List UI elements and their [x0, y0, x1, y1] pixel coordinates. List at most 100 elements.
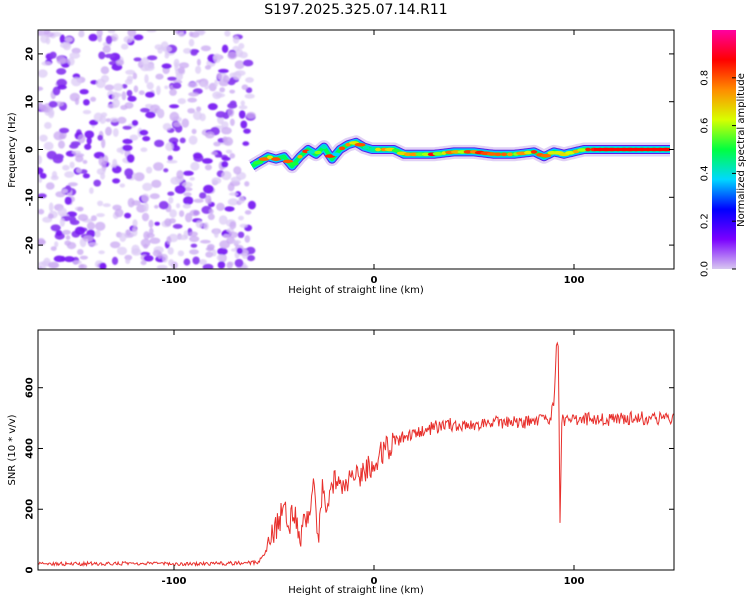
noise-speck — [77, 249, 84, 255]
noise-speck — [94, 230, 101, 238]
noise-speck — [100, 66, 110, 75]
noise-speck — [203, 222, 209, 231]
track-peak — [494, 152, 502, 157]
noise-speck — [154, 204, 159, 209]
x-tick-label: -100 — [161, 275, 186, 286]
noise-speck — [132, 72, 138, 80]
x-tick-label: 0 — [371, 275, 378, 286]
noise-speck — [145, 111, 156, 119]
noise-speck — [219, 240, 231, 249]
noise-speck — [166, 236, 172, 245]
noise-speck — [207, 213, 215, 221]
chart-title: S197.2025.325.07.14.R11 — [264, 2, 447, 18]
track-peak — [321, 145, 327, 149]
noise-speck — [82, 109, 92, 115]
noise-speck — [183, 192, 192, 197]
noise-speck — [56, 68, 67, 75]
noise-speck — [242, 141, 250, 146]
noise-speck — [214, 79, 219, 87]
noise-speck — [188, 135, 198, 145]
noise-speck — [89, 119, 99, 126]
noise-speck — [232, 35, 240, 44]
heatmap-y-ticks: -20 -10 0 10 20 — [25, 47, 674, 254]
noise-speck — [97, 200, 104, 207]
noise-speck — [244, 235, 251, 243]
noise-speck — [219, 87, 226, 93]
noise-region — [38, 30, 256, 269]
noise-speck — [79, 30, 85, 38]
noise-speck — [105, 35, 113, 45]
noise-speck — [221, 156, 231, 161]
track-peak — [324, 154, 336, 158]
noise-speck — [113, 83, 124, 91]
track-peak — [577, 148, 587, 152]
noise-speck — [140, 147, 148, 152]
noise-speck — [107, 30, 116, 34]
noise-speck — [153, 162, 164, 171]
noise-speck — [228, 231, 239, 238]
noise-speck — [188, 38, 195, 47]
noise-speck — [119, 183, 126, 188]
noise-speck — [237, 231, 245, 238]
noise-speck — [200, 239, 211, 244]
noise-speck — [57, 84, 67, 90]
noise-speck — [163, 168, 169, 173]
colorbar-bar — [712, 30, 736, 269]
noise-speck — [182, 203, 191, 209]
noise-speck — [90, 96, 97, 102]
noise-speck — [225, 149, 233, 154]
noise-speck — [238, 196, 245, 204]
noise-speck — [183, 230, 189, 239]
x-tick-label: -100 — [161, 576, 186, 587]
noise-speck — [175, 71, 183, 81]
noise-speck — [45, 182, 55, 190]
noise-speck — [189, 249, 199, 255]
noise-speck — [196, 106, 202, 112]
noise-speck — [102, 45, 111, 53]
noise-speck — [227, 198, 239, 206]
noise-speck — [179, 137, 186, 144]
noise-speck — [229, 153, 236, 159]
noise-speck — [105, 118, 112, 123]
noise-speck — [202, 263, 214, 269]
noise-speck — [62, 41, 72, 51]
track-peak — [391, 148, 401, 153]
noise-speck — [146, 30, 157, 33]
noise-speck — [74, 226, 86, 235]
y-tick-label: -20 — [25, 236, 36, 254]
snr-frame — [37, 329, 675, 571]
noise-speck — [127, 30, 137, 37]
noise-speck — [176, 170, 184, 180]
track-peak — [354, 142, 366, 147]
noise-speck — [230, 176, 242, 183]
noise-speck — [93, 179, 101, 187]
noise-speck — [98, 51, 106, 60]
noise-speck — [238, 43, 245, 50]
noise-speck — [183, 258, 191, 266]
y-tick-label: 10 — [25, 95, 36, 109]
colorbar-tick-label: 0.2 — [700, 213, 711, 229]
noise-speck — [48, 261, 59, 269]
noise-speck — [221, 170, 232, 181]
noise-speck — [194, 30, 205, 34]
noise-speck — [162, 123, 172, 131]
track-peak — [507, 152, 513, 157]
noise-speck — [231, 248, 238, 252]
noise-speck — [157, 47, 163, 54]
noise-speck — [187, 97, 197, 103]
noise-speck — [38, 155, 43, 165]
noise-speck — [86, 136, 92, 145]
track-peak — [253, 160, 263, 165]
noise-speck — [54, 241, 59, 248]
noise-speck — [38, 167, 44, 175]
noise-speck — [213, 228, 219, 238]
y-tick-label: 0 — [25, 146, 36, 153]
snr-series-line — [38, 341, 674, 567]
noise-speck — [208, 208, 214, 215]
noise-speck — [232, 71, 242, 80]
heatmap-x-label: Height of straight line (km) — [288, 285, 424, 296]
noise-speck — [215, 111, 226, 118]
noise-speck — [169, 111, 180, 122]
noise-speck — [52, 155, 64, 164]
noise-speck — [38, 86, 44, 91]
